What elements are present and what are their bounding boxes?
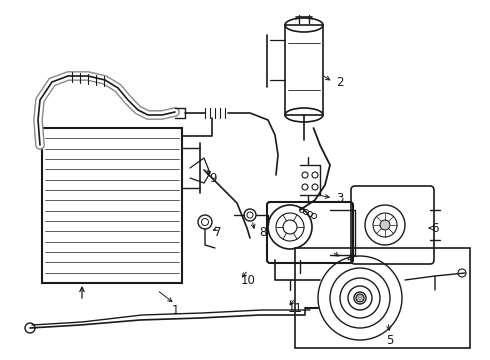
Text: 10: 10 [241,274,255,287]
Text: 9: 9 [209,171,217,185]
Text: 1: 1 [171,303,179,316]
Text: 3: 3 [336,192,343,204]
Text: 5: 5 [386,333,393,346]
Bar [42,128,182,283]
Text: 4: 4 [346,252,354,265]
Text: 6: 6 [431,221,439,234]
Bar [295,248,470,348]
Bar [285,25,323,115]
Circle shape [380,220,390,230]
Text: 8: 8 [259,225,267,239]
Circle shape [356,294,364,302]
Text: 7: 7 [214,225,222,239]
Text: 2: 2 [336,76,344,89]
Text: 11: 11 [288,302,302,315]
